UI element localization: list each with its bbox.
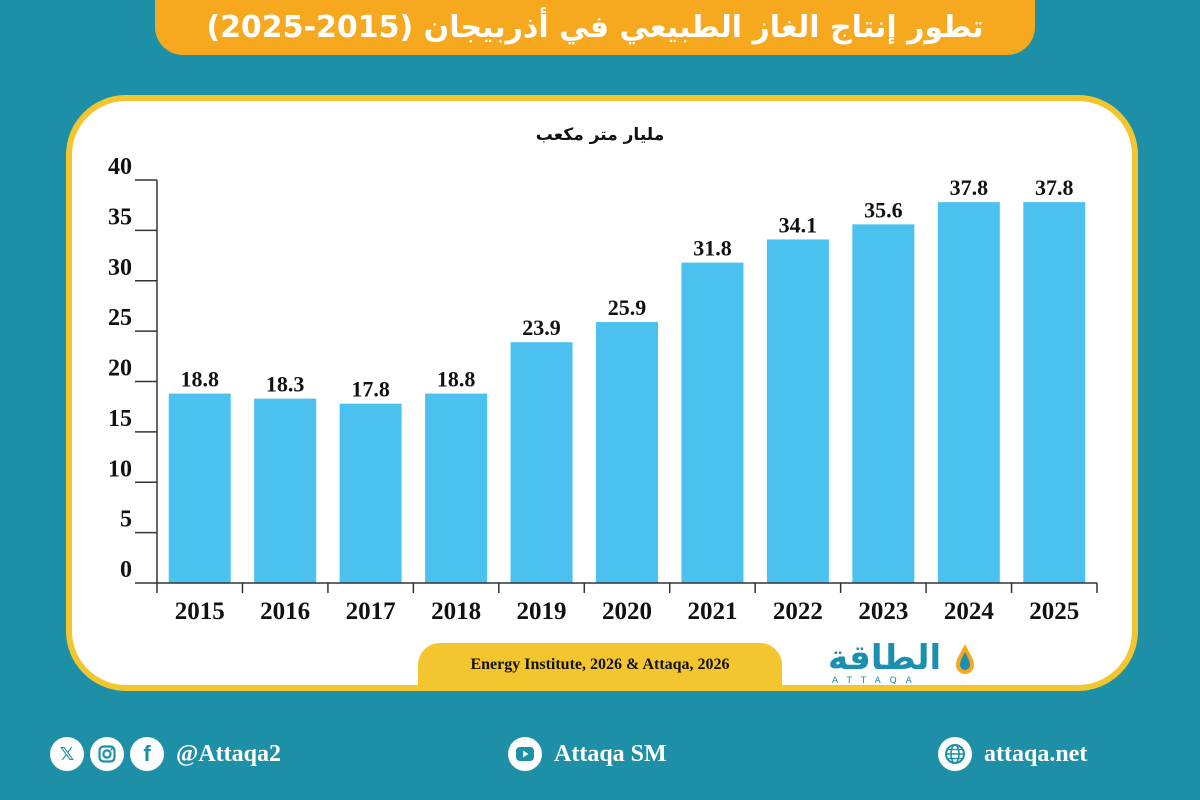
attaqa-logo: الطاقة ATTAQA <box>828 638 978 688</box>
x-icon[interactable]: 𝕏 <box>50 737 84 771</box>
flame-drop-icon <box>956 644 974 674</box>
x-tick-label: 2018 <box>431 598 481 625</box>
x-tick-label: 2023 <box>858 598 908 625</box>
website-footer: attaqa.net <box>938 730 1087 778</box>
x-tick-label: 2022 <box>773 598 823 625</box>
bar-value-label: 31.8 <box>693 236 732 261</box>
bar-value-label: 17.8 <box>351 377 390 402</box>
bar-value-label: 37.8 <box>1035 175 1074 200</box>
bar <box>168 393 231 583</box>
x-tick-label: 2017 <box>346 598 396 625</box>
bar <box>1023 202 1086 584</box>
x-tick-label: 2015 <box>175 598 225 625</box>
title-bar: تطور إنتاج الغاز الطبيعي في أذربيجان (20… <box>155 0 1035 55</box>
social-footer: 𝕏 f @Attaqa2 <box>50 730 281 778</box>
bar-value-label: 18.8 <box>437 367 476 392</box>
bar <box>681 262 744 583</box>
y-tick-label: 25 <box>108 305 132 331</box>
logo-latin-text: ATTAQA <box>832 676 921 686</box>
bar-value-label: 18.8 <box>180 367 219 392</box>
website-link[interactable]: attaqa.net <box>984 740 1088 767</box>
y-tick-label: 30 <box>108 255 132 281</box>
bar <box>766 239 829 583</box>
x-tick-label: 2024 <box>944 598 995 625</box>
youtube-channel[interactable]: Attaqa SM <box>554 740 667 767</box>
x-tick-label: 2019 <box>517 598 567 625</box>
youtube-footer: Attaqa SM <box>508 730 667 778</box>
y-tick-label: 35 <box>108 204 132 230</box>
y-tick-label: 10 <box>108 456 132 482</box>
bar <box>254 398 317 583</box>
y-tick-label: 15 <box>108 406 132 432</box>
x-tick-label: 2016 <box>260 598 310 625</box>
bar-value-label: 18.3 <box>266 372 305 397</box>
bar <box>596 322 658 583</box>
y-axis: 0 5 10 15 20 25 30 35 40 <box>108 154 158 584</box>
bar-value-label: 34.1 <box>779 212 818 237</box>
bar <box>937 202 1000 584</box>
chart-title: تطور إنتاج الغاز الطبيعي في أذربيجان (20… <box>206 10 984 45</box>
bar <box>425 393 488 583</box>
globe-icon[interactable] <box>938 737 972 771</box>
x-axis: 2015 2016 2017 2018 2019 2020 2021 2022 2023 2024… <box>156 582 1098 625</box>
logo-brand-text: الطاقة <box>828 638 942 678</box>
source-label: Energy Institute, 2026 & Attaqa, 2026 <box>418 643 782 687</box>
x-tick-label: 2025 <box>1029 598 1079 625</box>
x-tick-label: 2020 <box>602 598 652 625</box>
y-tick-label: 5 <box>120 507 132 533</box>
y-tick-label: 20 <box>108 356 132 382</box>
instagram-icon[interactable] <box>90 737 124 771</box>
bar-value-label: 23.9 <box>522 315 561 340</box>
bar <box>339 403 402 583</box>
bars: 18.8 18.3 17.8 18.8 23.9 25.9 31.8 34.1 35.6 37.8… <box>168 175 1086 584</box>
facebook-icon[interactable]: f <box>130 737 164 771</box>
unit-label: مليار متر مكعب <box>536 125 664 145</box>
y-tick-label: 0 <box>120 557 132 583</box>
y-tick-label: 40 <box>108 154 132 180</box>
bar <box>852 224 915 583</box>
x-tick-label: 2021 <box>687 598 737 625</box>
youtube-icon[interactable] <box>508 737 542 771</box>
bar-value-label: 25.9 <box>608 295 647 320</box>
bar <box>510 342 573 583</box>
bar-value-label: 37.8 <box>950 175 989 200</box>
social-handle[interactable]: @Attaqa2 <box>176 740 281 767</box>
bar-value-label: 35.6 <box>864 197 903 222</box>
